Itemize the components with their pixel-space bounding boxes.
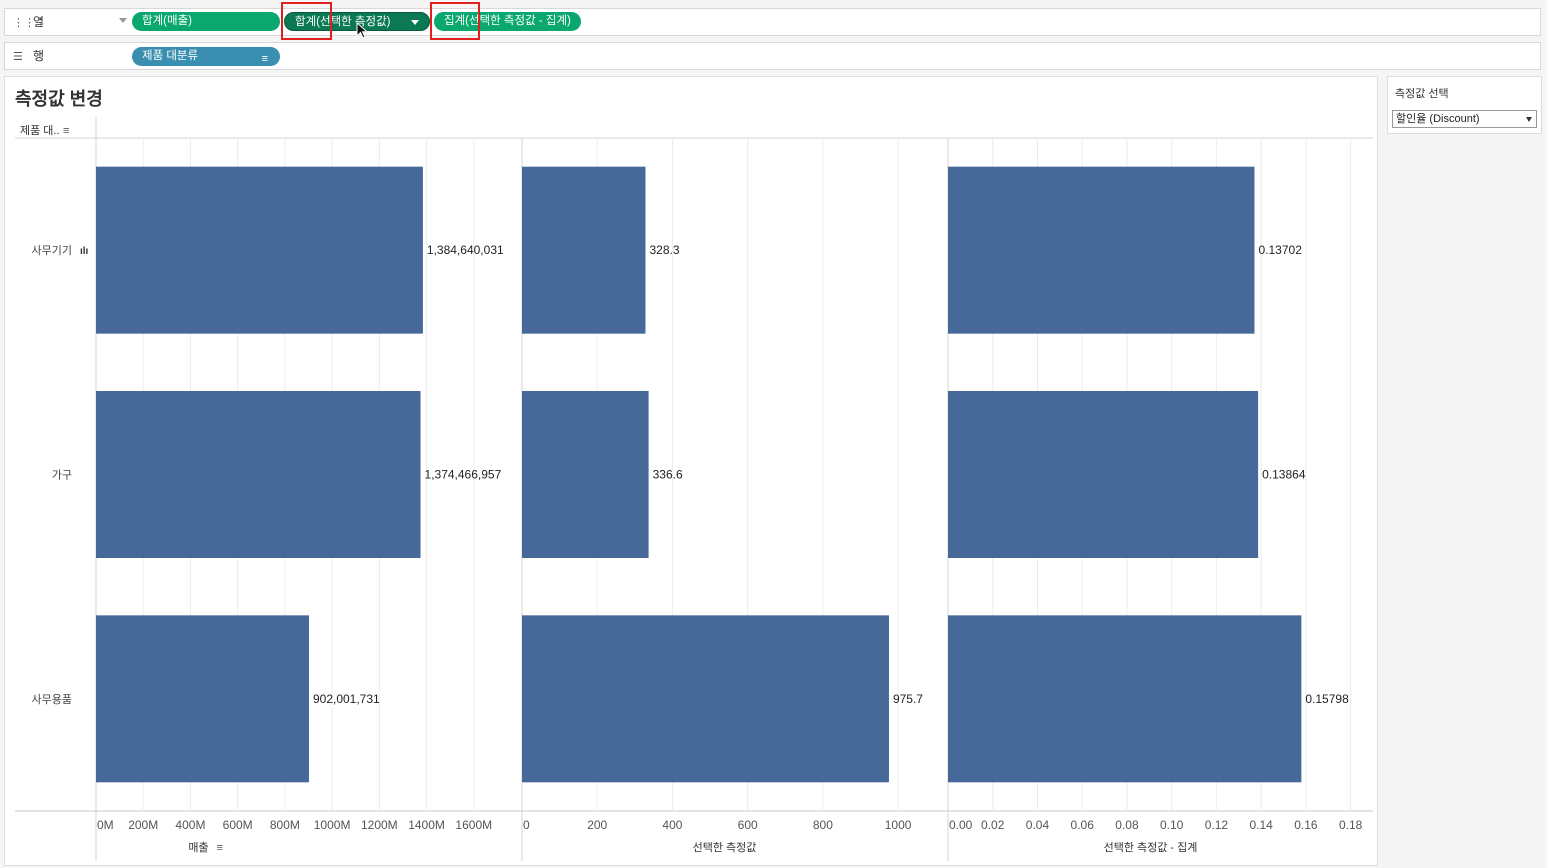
rows-shelf-label: ☰ 행 (13, 43, 131, 69)
bar-2-1[interactable] (948, 391, 1259, 558)
chevron-down-icon[interactable] (119, 18, 127, 23)
category-label: 사무기기 (32, 244, 72, 257)
bar-1-1[interactable] (522, 391, 649, 558)
parameter-label: 측정값 선택 (1395, 88, 1449, 100)
tick-label: 1000 (885, 818, 912, 832)
tick-label: 0.08 (1115, 818, 1139, 832)
value-label: 0.13864 (1262, 468, 1306, 482)
parameter-dropdown[interactable]: 할인율 (Discount) (1392, 110, 1537, 128)
row-header-label: 제품 대.. (20, 124, 60, 137)
tick-label: 200 (587, 818, 607, 832)
bar-0-1[interactable] (96, 391, 421, 558)
chevron-down-icon[interactable] (1526, 117, 1532, 122)
pill-sum-sales[interactable]: 합계(매출) (132, 12, 280, 31)
category-label: 사무용품 (32, 693, 72, 706)
value-label: 328.3 (649, 243, 679, 257)
tick-label: 800 (813, 818, 833, 832)
value-label: 1,384,640,031 (427, 243, 504, 257)
value-label: 902,001,731 (313, 692, 380, 706)
tick-label: 0.14 (1249, 818, 1273, 832)
tick-label: 1200M (361, 818, 398, 832)
tick-label: 0 (523, 818, 530, 832)
tick-label: 600 (738, 818, 758, 832)
tick-label: 200M (128, 818, 158, 832)
value-label: 336.6 (653, 468, 683, 482)
sort-icon: ≡ (63, 125, 69, 137)
value-label: 975.7 (893, 692, 923, 706)
columns-shelf-label: ⋮⋮⋮열 (13, 9, 131, 35)
highlight-box-agg (430, 2, 480, 40)
sheet-title: 측정값 변경 (15, 89, 103, 109)
tick-label: 0.10 (1160, 818, 1184, 832)
columns-shelf[interactable]: ⋮⋮⋮열 합계(매출) 합계(선택한 측정값) 집계(선택한 측정값 - 집계) (4, 8, 1541, 36)
highlight-box-sum (281, 2, 332, 40)
rows-icon: ☰ (13, 51, 23, 63)
tick-label: 400M (175, 818, 205, 832)
value-label: 0.15798 (1305, 692, 1349, 706)
value-label: 0.13702 (1258, 243, 1302, 257)
tick-label: 1400M (408, 818, 445, 832)
tick-label: 600M (223, 818, 253, 832)
pill-dropdown-icon[interactable] (411, 20, 419, 25)
mouse-cursor-icon (356, 22, 369, 39)
bar-0-2[interactable] (96, 615, 309, 783)
tick-label: 1600M (455, 818, 492, 832)
tick-label: 1000M (314, 818, 351, 832)
value-label: 1,374,466,957 (425, 468, 502, 482)
tick-label: 0.12 (1205, 818, 1229, 832)
bar-2-2[interactable] (948, 615, 1302, 783)
tick-label: 400 (662, 818, 682, 832)
axis-title: 선택한 측정값 (693, 841, 757, 854)
bar-0-0[interactable] (96, 166, 423, 334)
pill-product-category[interactable]: 제품 대분류 ≡ (132, 47, 280, 66)
bar-1-0[interactable] (522, 166, 646, 334)
tick-label: 0.18 (1339, 818, 1363, 832)
sort-icon[interactable]: ≡ (261, 53, 268, 65)
tick-label: 0.04 (1026, 818, 1050, 832)
tick-label: 0M (97, 818, 114, 832)
tick-label: 800M (270, 818, 300, 832)
axis-title: 선택한 측정값 - 집계 (1104, 841, 1198, 854)
tick-label: 0.02 (981, 818, 1005, 832)
worksheet-view[interactable]: 측정값 변경 제품 대.. ≡ 사무기기 가구 사무용품 ılı 1,384,640,031… (4, 76, 1378, 866)
tick-label: 0.16 (1294, 818, 1318, 832)
bar-1-2[interactable] (522, 615, 889, 783)
bar-chart-icon: ılı (80, 246, 89, 257)
parameter-panel: 측정값 선택 할인율 (Discount) (1387, 76, 1542, 134)
category-label: 가구 (52, 469, 72, 482)
rows-shelf[interactable]: ☰ 행 제품 대분류 ≡ (4, 42, 1541, 70)
pill-agg-selected-measure[interactable]: 집계(선택한 측정값 - 집계) (434, 12, 581, 31)
columns-icon: ⋮⋮⋮ (13, 17, 46, 29)
sort-icon: ≡ (217, 842, 223, 854)
tick-label: 0.00 (949, 818, 973, 832)
tick-label: 0.06 (1071, 818, 1095, 832)
axis-title: 매출 (188, 841, 208, 854)
bar-2-0[interactable] (948, 166, 1255, 334)
